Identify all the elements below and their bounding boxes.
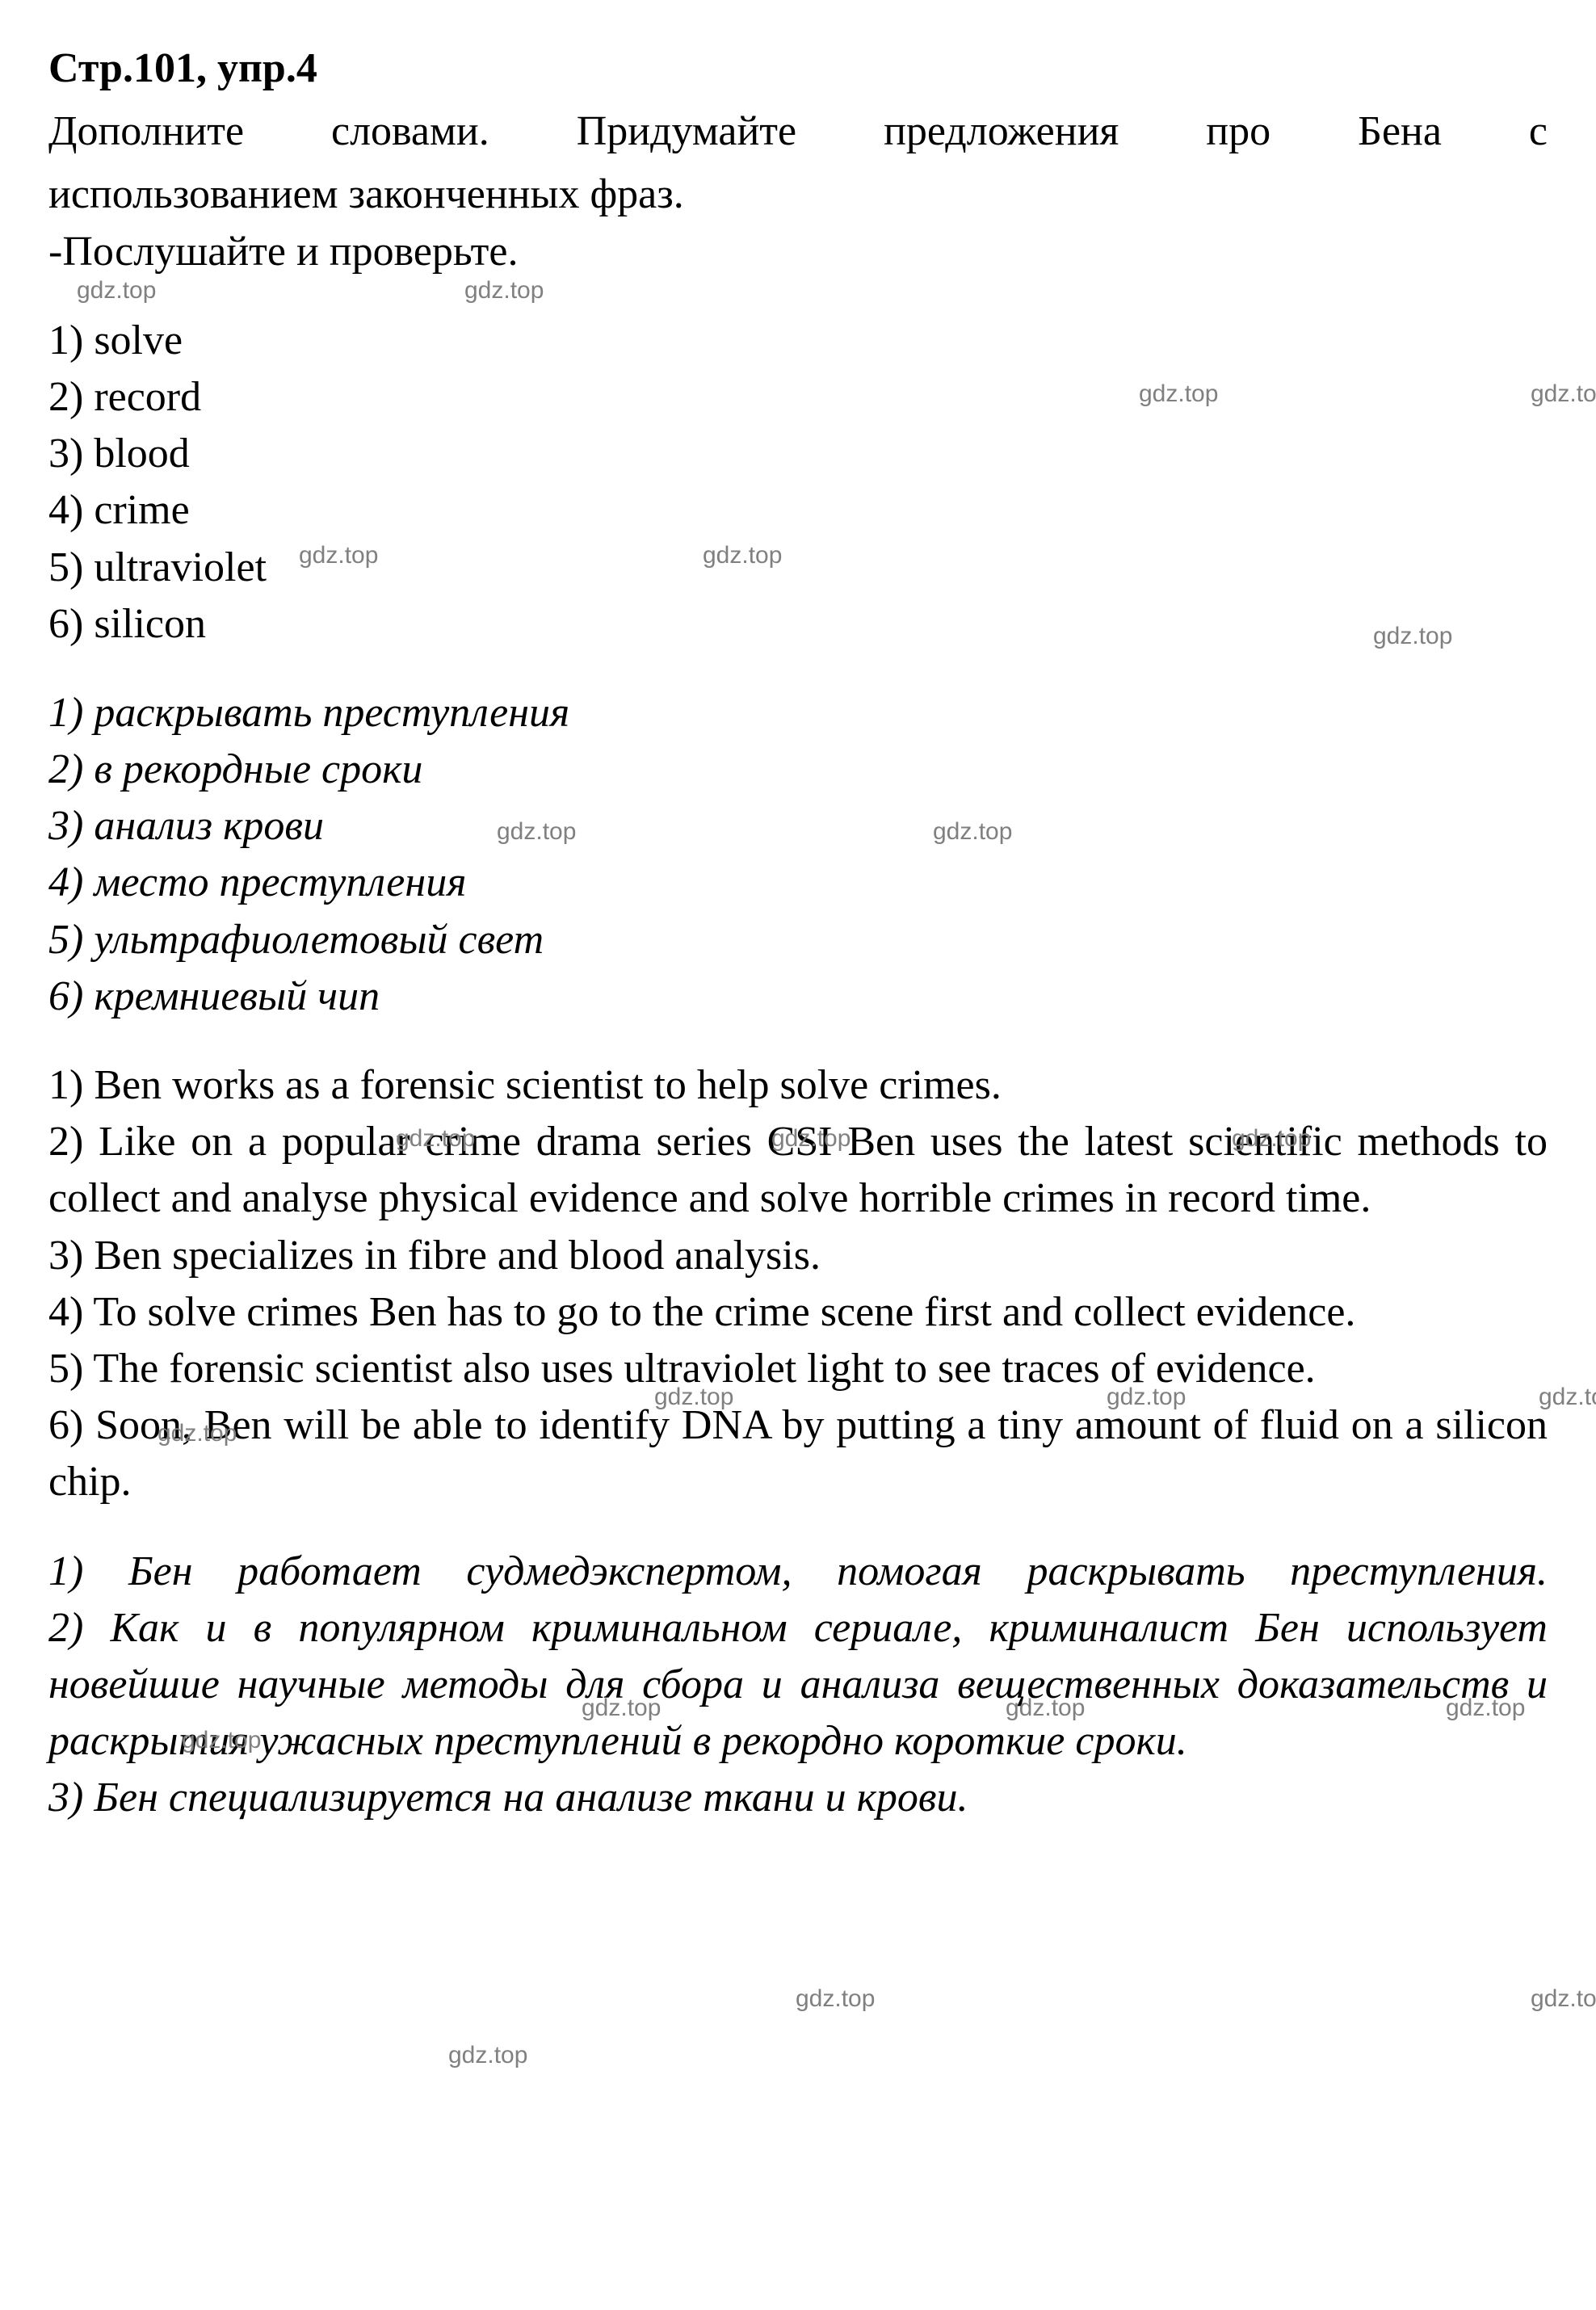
en-sentence: 6) Soon, Ben will be able to identify DN… [48,1397,1548,1510]
ru-sentence: 2) Как и в популярном криминальном сериа… [48,1600,1548,1770]
ru-sentence: 3) Бен специализируется на анализе ткани… [48,1770,1548,1826]
ru-word: 5) ультрафиолетовый свет [48,912,1548,968]
ru-word: 3) анализ крови [48,798,1548,855]
watermark-text: gdz.top [448,2039,527,2073]
en-sentence: 4) To solve crimes Ben has to go to the … [48,1284,1548,1341]
intro-line-1: Дополните словами. Придумайте предложени… [48,103,1548,160]
en-word: 4) crime [48,482,1548,539]
ru-word: 2) в рекордные сроки [48,741,1548,798]
intro-text: Дополните словами. Придумайте предложени… [48,103,1548,223]
en-word: 6) silicon [48,596,1548,653]
english-sentences: 1) Ben works as a forensic scientist to … [48,1057,1548,1511]
en-word: 3) blood [48,426,1548,482]
en-word: 5) ultraviolet [48,540,1548,596]
english-words: 1) solve 2) record 3) blood 4) crime 5) … [48,313,1548,653]
en-sentence: 1) Ben works as a forensic scientist to … [48,1057,1548,1114]
ru-word: 4) место преступления [48,855,1548,911]
watermark-text: gdz.top [1531,1983,1596,2016]
russian-words: 1) раскрывать преступления 2) в рекордны… [48,685,1548,1025]
en-sentence: 2) Like on a popular crime drama series … [48,1114,1548,1227]
intro-line-2: использованием законченных фраз. [48,166,1548,223]
en-word: 1) solve [48,313,1548,369]
en-sentence: 5) The forensic scientist also uses ultr… [48,1341,1548,1397]
watermark-text: gdz.top [796,1983,875,2016]
russian-sentences: 1) Бен работает судмедэкспертом, помогая… [48,1544,1548,1827]
en-word: 2) record [48,369,1548,426]
ru-word: 1) раскрывать преступления [48,685,1548,741]
ru-word: 6) кремниевый чип [48,968,1548,1025]
page-title: Стр.101, упр.4 [48,40,1548,97]
listen-line: -Послушайте и проверьте. [48,224,1548,280]
ru-sentence: 1) Бен работает судмедэкспертом, помогая… [48,1544,1548,1600]
en-sentence: 3) Ben specializes in fibre and blood an… [48,1228,1548,1284]
